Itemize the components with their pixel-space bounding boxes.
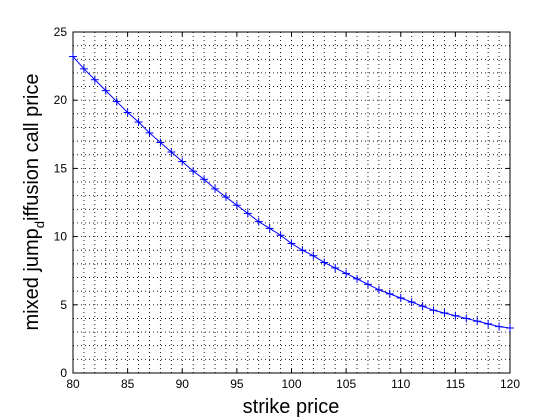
- data-point-marker: [112, 97, 121, 106]
- data-point-marker: [265, 224, 274, 233]
- data-point-marker: [385, 289, 394, 298]
- data-point-marker: [178, 157, 187, 166]
- data-point-marker: [221, 193, 230, 202]
- y-tick-label: 10: [54, 230, 68, 244]
- data-point-marker: [484, 319, 493, 328]
- y-axis-label-subscript: d: [32, 221, 47, 228]
- x-tick-label: 85: [121, 377, 135, 391]
- data-point-marker: [462, 314, 471, 323]
- data-point-marker: [418, 302, 427, 311]
- y-tick-label: 20: [54, 93, 68, 107]
- data-point-marker: [90, 75, 99, 84]
- data-point-marker: [167, 148, 176, 157]
- data-point-marker: [211, 184, 220, 193]
- data-point-marker: [495, 322, 504, 331]
- plot-area-frame: [72, 31, 511, 374]
- data-point-marker: [440, 308, 449, 317]
- y-axis-label-part1: mixed jump: [21, 228, 43, 330]
- grid-lines: [73, 32, 510, 373]
- x-tick-label: 120: [500, 377, 520, 391]
- tick-labels: 80 85 90 95 100 105 110 115 120 0 5 10 15 20 25: [54, 25, 521, 391]
- data-point-marker: [123, 108, 132, 117]
- data-point-marker: [156, 138, 165, 147]
- y-tick-label: 0: [60, 366, 67, 380]
- y-tick-label: 15: [54, 161, 68, 175]
- data-point-marker: [473, 317, 482, 326]
- y-tick-label: 5: [60, 298, 67, 312]
- data-point-marker: [374, 285, 383, 294]
- data-point-marker: [189, 167, 198, 176]
- data-point-marker: [396, 293, 405, 302]
- x-tick-label: 80: [66, 377, 80, 391]
- x-axis-label: strike price: [243, 396, 340, 418]
- x-tick-label: 105: [336, 377, 356, 391]
- x-tick-label: 100: [281, 377, 301, 391]
- x-tick-label: 110: [391, 377, 410, 391]
- x-tick-label: 115: [446, 377, 465, 391]
- data-point-marker: [429, 306, 438, 315]
- x-tick-label: 95: [230, 377, 244, 391]
- data-point-marker: [243, 209, 252, 218]
- x-tick-label: 90: [176, 377, 190, 391]
- data-point-marker: [79, 64, 88, 73]
- data-point-marker: [353, 274, 362, 283]
- data-point-marker: [407, 298, 416, 307]
- data-point-marker: [363, 280, 372, 289]
- data-point-marker: [451, 311, 460, 320]
- data-point-marker: [69, 52, 77, 61]
- data-point-marker: [134, 118, 143, 127]
- data-point-marker: [145, 128, 154, 137]
- data-point-marker: [276, 231, 285, 240]
- data-point-marker: [309, 251, 318, 260]
- y-axis-label-part2: iffusion call price: [21, 74, 43, 221]
- y-axis-label: mixed jumpdiffusion call price: [21, 74, 47, 331]
- data-point-marker: [200, 175, 209, 184]
- data-point-marker: [342, 269, 351, 278]
- data-point-marker: [320, 258, 329, 267]
- series-group: [69, 52, 514, 332]
- data-point-marker: [254, 217, 263, 226]
- data-point-marker: [506, 323, 514, 332]
- data-point-marker: [232, 201, 241, 210]
- data-point-marker: [331, 263, 340, 272]
- data-point-marker: [101, 86, 110, 95]
- data-point-marker: [287, 239, 296, 248]
- data-point-marker: [298, 246, 307, 255]
- y-tick-label: 25: [54, 25, 68, 39]
- tick-marks: [72, 31, 511, 374]
